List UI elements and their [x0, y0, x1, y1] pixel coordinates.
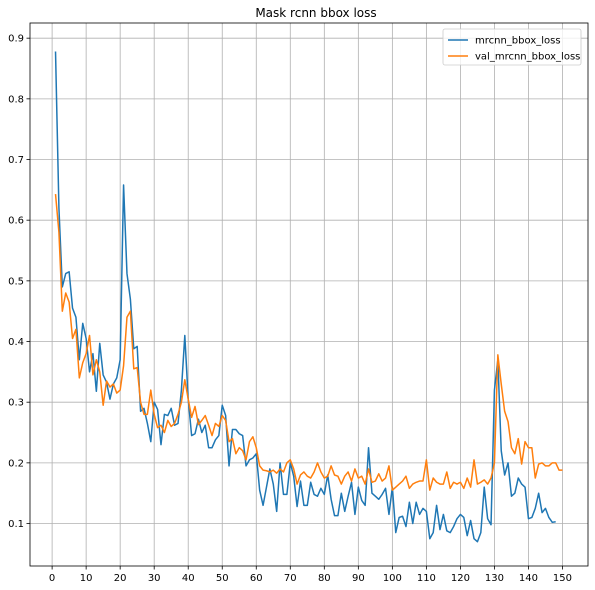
x-tick-label: 70	[284, 573, 297, 584]
x-tick-label: 100	[383, 573, 402, 584]
chart-title: Mask rcnn bbox loss	[255, 6, 376, 20]
x-tick-label: 10	[80, 573, 93, 584]
x-tick-label: 110	[417, 573, 436, 584]
x-tick-label: 50	[216, 573, 229, 584]
y-tick-label: 0.8	[8, 94, 24, 105]
series-line-2	[54, 194, 563, 491]
x-tick-label: 20	[114, 573, 127, 584]
y-tick-label: 0.5	[8, 276, 24, 287]
x-tick-label: 80	[318, 573, 331, 584]
x-tick-label: 140	[519, 573, 538, 584]
y-tick-label: 0.2	[8, 458, 24, 469]
x-tick-label: 60	[250, 573, 263, 584]
y-tick-label: 0.7	[8, 155, 24, 166]
grid	[30, 23, 588, 566]
x-tick-label: 0	[49, 573, 55, 584]
y-tick-label: 0.4	[8, 337, 24, 348]
x-tick-label: 90	[352, 573, 365, 584]
x-tick-label: 40	[182, 573, 195, 584]
legend-label-1: mrcnn_bbox_loss	[475, 36, 561, 47]
x-tick-label: 120	[451, 573, 470, 584]
y-tick-label: 0.9	[8, 34, 24, 45]
x-tick-label: 150	[553, 573, 572, 584]
legend: mrcnn_bbox_loss val_mrcnn_bbox_loss	[442, 28, 582, 66]
x-tick-label: 130	[485, 573, 504, 584]
y-tick-label: 0.6	[8, 216, 24, 227]
x-tick-label: 30	[148, 573, 161, 584]
series-layer	[54, 51, 563, 543]
axes: 0 10 20 30 40 50 60 70 80 90 100 110 120 130 140 150 0.1…	[8, 22, 589, 584]
legend-label-2: val_mrcnn_bbox_loss	[475, 52, 580, 63]
y-tick-label: 0.3	[8, 398, 24, 409]
plot-frame	[29, 22, 589, 567]
y-tick-label: 0.1	[8, 519, 24, 530]
legend-box	[442, 28, 582, 66]
